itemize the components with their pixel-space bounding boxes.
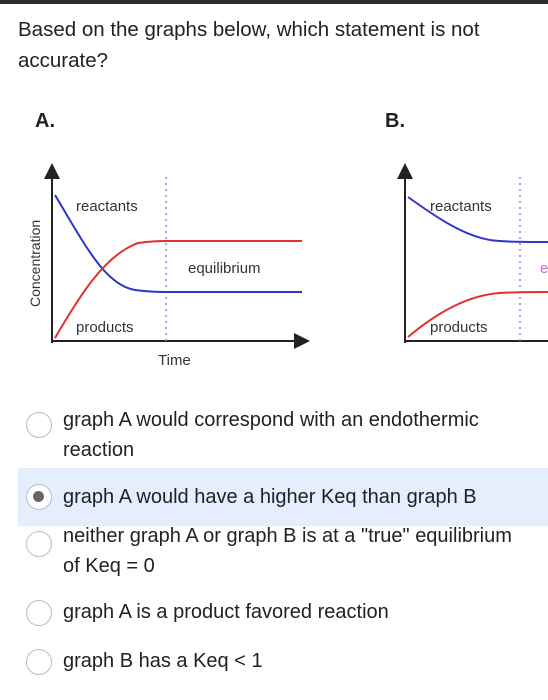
graph-b-reactants-label: reactants: [430, 198, 492, 215]
graph-a-equilibrium-label: equilibrium: [188, 260, 261, 277]
radio-button[interactable]: [26, 531, 52, 557]
graph-a-reactants-label: reactants: [76, 198, 138, 215]
option-product-favored[interactable]: graph A is a product favored reaction: [18, 597, 548, 631]
option-label: graph A is a product favored reaction: [63, 601, 389, 623]
option-label: graph A would correspond with an endothe…: [63, 409, 479, 461]
option-keq-less-than-one[interactable]: graph B has a Keq < 1: [18, 646, 548, 680]
radio-button[interactable]: [26, 649, 52, 675]
graph-a-label: A.: [35, 110, 55, 132]
option-label: neither graph A or graph B is at a "true…: [63, 525, 512, 577]
radio-button[interactable]: [26, 600, 52, 626]
graph-b-reactants-curve: [407, 196, 548, 243]
graph-b-products-curve: [407, 291, 548, 338]
graph-b-equilibrium-label-fragment: e: [540, 260, 548, 277]
radio-button[interactable]: [26, 484, 52, 510]
graph-a-y-axis-label: Concentration: [27, 220, 43, 307]
graphs-svg: A. reactants products equilibrium Concen…: [27, 110, 548, 369]
radio-button[interactable]: [26, 412, 52, 438]
option-true-equilibrium[interactable]: neither graph A or graph B is at a "true…: [18, 521, 548, 583]
option-higher-keq[interactable]: graph A would have a higher Keq than gra…: [18, 468, 548, 526]
graph-a-products-curve: [54, 240, 302, 339]
graphs-figure: A. reactants products equilibrium Concen…: [0, 95, 548, 385]
top-border: [0, 0, 548, 4]
graph-a-reactants-curve: [54, 194, 302, 293]
radio-dot: [33, 491, 44, 502]
graph-a-products-label: products: [76, 319, 134, 336]
question-text: Based on the graphs below, which stateme…: [18, 18, 480, 72]
graph-a-x-axis-label: Time: [158, 352, 191, 369]
option-endothermic[interactable]: graph A would correspond with an endothe…: [18, 405, 548, 467]
option-label: graph B has a Keq < 1: [63, 650, 263, 672]
graph-b-products-label: products: [430, 319, 488, 336]
graph-b-label: B.: [385, 110, 405, 132]
option-label: graph A would have a higher Keq than gra…: [63, 486, 477, 508]
